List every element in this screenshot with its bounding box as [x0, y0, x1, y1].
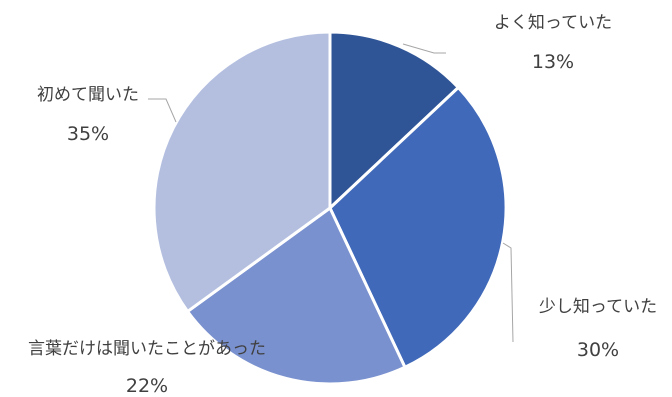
leader-line-yoku-shitteita — [402, 43, 446, 54]
slice-label-yoku-shitteita: よく知っていた — [494, 13, 612, 33]
slice-label-hajimete: 初めて聞いた — [37, 85, 139, 105]
slice-yoku-shitteita — [328, 30, 460, 210]
slice-label-kotoba-dake: 言葉だけは聞いたことがあった — [28, 339, 266, 359]
slice-value-yoku-shitteita: 13% — [532, 51, 574, 73]
pie-slices — [152, 30, 508, 386]
slice-hajimete — [152, 30, 332, 313]
leader-lines — [148, 43, 514, 343]
leader-line-sukoshi-shitteita — [502, 242, 514, 343]
slice-kotoba-dake — [186, 206, 407, 386]
slice-value-kotoba-dake: 22% — [126, 375, 168, 397]
slice-value-hajimete: 35% — [67, 123, 109, 145]
slice-label-sukoshi-shitteita: 少し知っていた — [539, 297, 657, 317]
slice-value-sukoshi-shitteita: 30% — [577, 339, 619, 361]
leader-line-hajimete — [148, 98, 177, 123]
slice-sukoshi-shitteita — [328, 86, 508, 369]
